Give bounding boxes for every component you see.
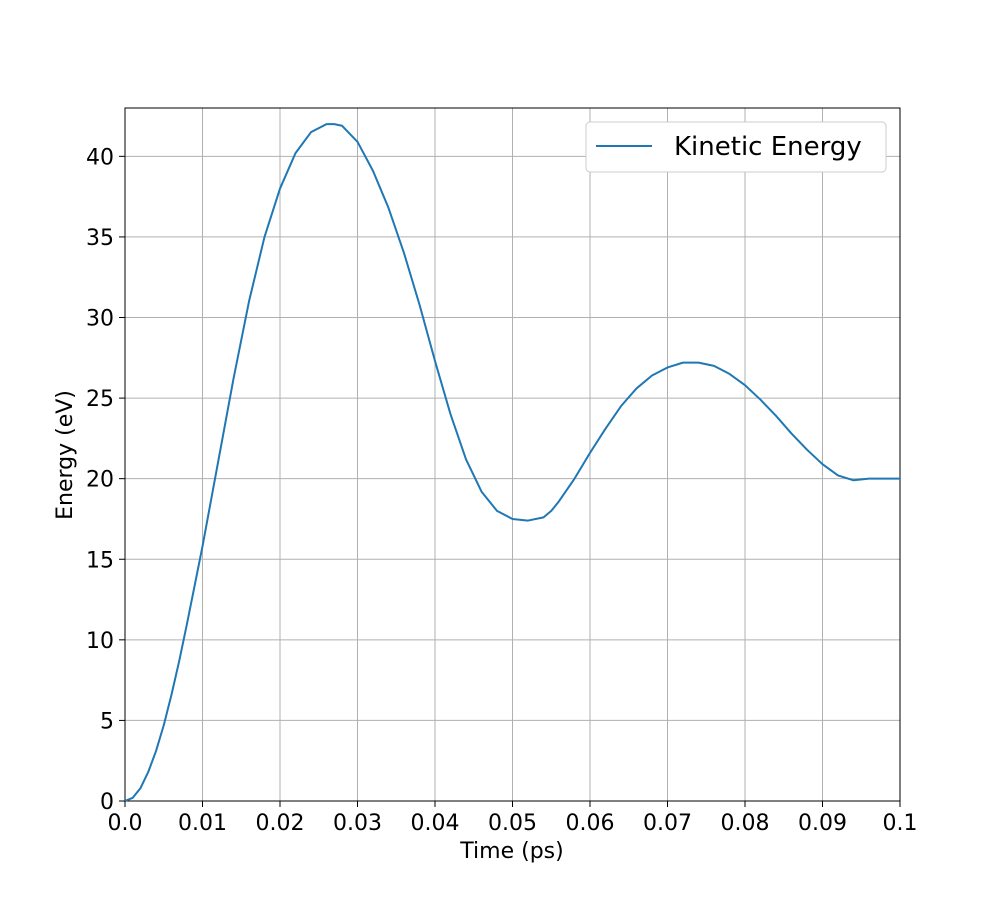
x-tick-label: 0.08 <box>721 811 770 836</box>
x-tick-label: 0.0 <box>108 811 143 836</box>
x-tick-label: 0.06 <box>566 811 615 836</box>
legend-box <box>585 121 887 173</box>
x-tick-label: 0.04 <box>411 811 460 836</box>
x-tick-label: 0.01 <box>178 811 227 836</box>
y-tick-label: 20 <box>86 468 114 493</box>
y-tick-label: 40 <box>86 145 114 170</box>
y-tick-label: 10 <box>86 629 114 654</box>
legend-label-kinetic-energy: Kinetic Energy <box>674 132 862 162</box>
series-layer <box>124 123 901 802</box>
tick-layer: 0.0 0.01 0.02 0.03 0.04 0.05 0.06 0.07 0.08 0.09 0… <box>86 145 918 836</box>
y-tick-label: 15 <box>86 548 114 573</box>
grid-layer <box>124 108 901 802</box>
y-tick-label: 30 <box>86 307 114 332</box>
y-axis-label: Energy (eV) <box>53 390 78 520</box>
y-tick-label: 25 <box>86 387 114 412</box>
legend: Kinetic Energy <box>585 121 887 173</box>
x-tick-label: 0.07 <box>643 811 692 836</box>
x-axis-label: Time (ps) <box>459 839 563 864</box>
x-tick-label: 0.03 <box>333 811 382 836</box>
series-line-kinetic-energy <box>124 123 901 802</box>
y-tick-label: 5 <box>100 709 114 734</box>
y-tick-label: 0 <box>100 790 114 815</box>
y-tick-label: 35 <box>86 226 114 251</box>
x-tick-label: 0.1 <box>883 811 918 836</box>
x-tick-label: 0.05 <box>488 811 537 836</box>
x-tick-label: 0.09 <box>798 811 847 836</box>
x-tick-label: 0.02 <box>256 811 305 836</box>
